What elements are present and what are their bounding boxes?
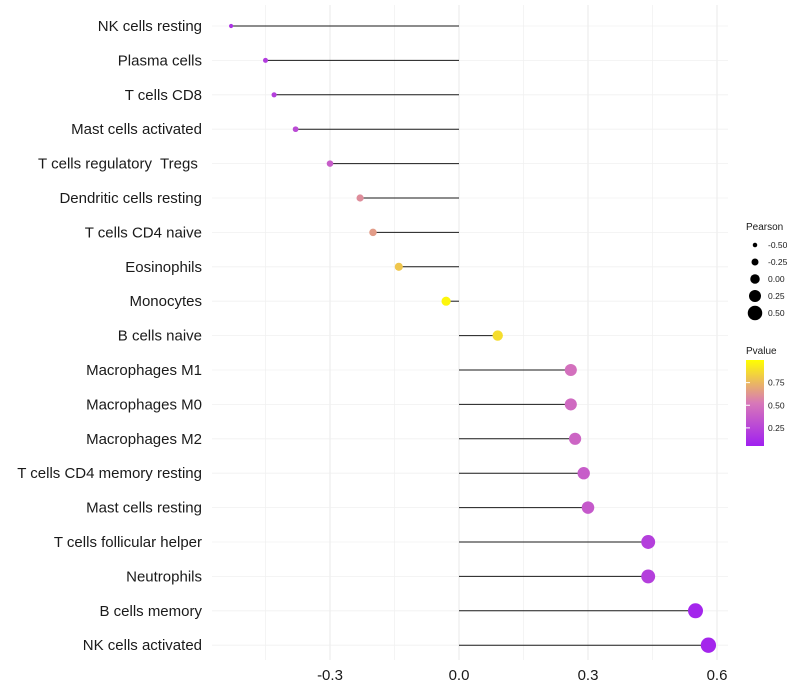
legend-pearson-label: -0.25 (768, 257, 788, 267)
lollipop-point (564, 363, 577, 377)
lollipop-point (326, 160, 334, 167)
lollipop-point (581, 501, 595, 514)
lollipop-point (688, 603, 703, 619)
category-label: T cells regulatory Tregs (38, 156, 202, 173)
lollipop-point (641, 569, 656, 584)
legend-pvalue-title: Pvalue (746, 346, 777, 357)
legend-pearson-label: 0.00 (768, 274, 785, 284)
category-label: T cells CD4 memory resting (17, 465, 202, 482)
lollipop-point (564, 398, 577, 411)
x-tick-label: 0.0 (449, 667, 470, 684)
lollipop-point (441, 296, 451, 306)
legend-pearson-label: 0.25 (768, 291, 785, 301)
category-label: Monocytes (129, 293, 202, 310)
lollipop-point (263, 57, 268, 63)
legend-pearson-label: 0.50 (768, 308, 785, 318)
legend-pearson-key (749, 290, 761, 302)
category-label: Plasma cells (118, 52, 202, 69)
lollipop-point (569, 432, 582, 445)
legend-pearson-title: Pearson (746, 222, 783, 233)
x-axis-ticks: -0.3 0.0 0.3 0.6 (317, 667, 727, 684)
legend-pvalue: Pvalue 0.75 0.50 0.25 (746, 346, 785, 446)
category-label: Neutrophils (126, 568, 202, 585)
legend-pearson-key (747, 305, 763, 321)
lollipop-point (394, 262, 403, 271)
lollipop-point (641, 535, 656, 549)
lollipop-point (271, 92, 277, 98)
lollipop-points (229, 23, 717, 653)
category-label: NK cells resting (98, 18, 202, 35)
legend-pvalue-label: 0.25 (768, 423, 785, 433)
category-label: Eosinophils (125, 259, 202, 276)
lollipop-point (369, 228, 377, 237)
legend-pearson-key (752, 242, 758, 248)
legend-pearson: Pearson -0.50 -0.25 0.00 0.25 0.50 (746, 222, 788, 321)
x-tick-label: -0.3 (317, 667, 343, 684)
lollipop-point (356, 194, 364, 202)
x-tick-label: 0.3 (578, 667, 599, 684)
category-label: B cells naive (118, 328, 202, 345)
legend-pearson-label: -0.50 (768, 240, 788, 250)
category-label: T cells CD8 (125, 87, 202, 104)
lollipop-stems (231, 25, 709, 646)
category-label: NK cells activated (83, 637, 202, 654)
category-label: Mast cells resting (86, 500, 202, 517)
legend-pvalue-colorbar (746, 360, 764, 446)
lollipop-point (492, 330, 503, 341)
lollipop-point (229, 23, 234, 29)
legend-pearson-key (751, 258, 759, 266)
legend-pvalue-label: 0.50 (768, 400, 785, 410)
category-label: Mast cells activated (71, 121, 202, 138)
category-labels: NK cells resting Plasma cells T cells CD8 M… (17, 18, 202, 654)
legend-pvalue-label: 0.75 (768, 378, 785, 388)
category-label: T cells follicular helper (54, 534, 202, 551)
category-label: Macrophages M1 (86, 362, 202, 379)
category-label: Macrophages M2 (86, 431, 202, 448)
category-label: Dendritic cells resting (59, 190, 202, 207)
category-label: Macrophages M0 (86, 396, 202, 413)
category-label: B cells memory (99, 603, 202, 620)
lollipop-point (292, 126, 299, 133)
x-tick-label: 0.6 (707, 667, 728, 684)
category-label: T cells CD4 naive (85, 224, 202, 241)
lollipop-point (700, 637, 717, 653)
lollipop-point (577, 467, 590, 480)
legend-pearson-key (750, 274, 760, 284)
